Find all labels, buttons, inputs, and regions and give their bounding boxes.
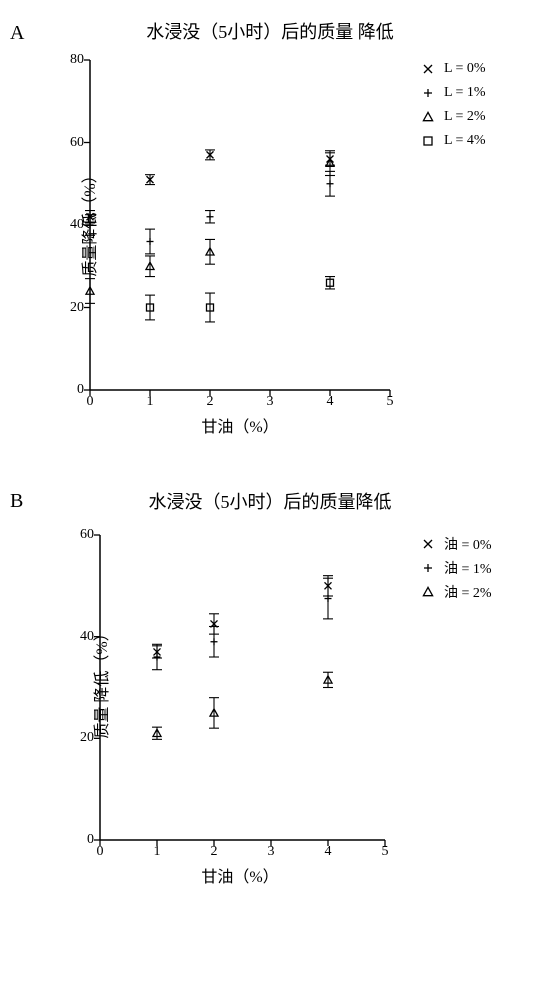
legend-item: 油 = 2% xyxy=(418,583,492,601)
data-marker-plus xyxy=(147,238,154,245)
xtick-label: 2 xyxy=(204,844,224,860)
legend-item: 油 = 1% xyxy=(418,559,492,577)
panel-a-ylabel: 质量降低（%） xyxy=(76,152,100,292)
legend-marker-x-icon xyxy=(418,62,438,76)
ytick-label: 60 xyxy=(64,527,94,543)
legend-label: L = 2% xyxy=(444,109,486,125)
legend-item: 油 = 0% xyxy=(418,535,492,553)
xtick-label: 0 xyxy=(80,394,100,410)
xtick-label: 2 xyxy=(200,394,220,410)
data-marker-plus xyxy=(207,213,214,220)
xtick-label: 4 xyxy=(320,394,340,410)
panel-a-svg xyxy=(90,60,390,390)
panel-b-ylabel: 质量 降低（%） xyxy=(88,607,112,757)
legend-item: L = 1% xyxy=(418,84,486,102)
xtick-label: 1 xyxy=(147,844,167,860)
legend-item: L = 4% xyxy=(418,132,486,150)
panel-b-xlabel: 甘油（%） xyxy=(180,863,300,887)
legend-marker-square-icon xyxy=(418,134,438,148)
panel-b-chart: 0204060012345 xyxy=(100,535,385,840)
ytick-label: 20 xyxy=(54,300,84,316)
panel-a-chart: 020406080012345 xyxy=(90,60,390,390)
panel-b-title: 水浸没（5小时）后的质量降低 xyxy=(110,488,430,514)
legend-item: L = 2% xyxy=(418,108,486,126)
xtick-label: 3 xyxy=(260,394,280,410)
legend-label: L = 0% xyxy=(444,61,486,77)
panel-a-label: A xyxy=(10,22,24,45)
panel-a-legend: L = 0% L = 1% L = 2% L = 4% xyxy=(418,60,486,156)
xtick-label: 5 xyxy=(380,394,400,410)
legend-label: L = 4% xyxy=(444,133,486,149)
figure-page: A 水浸没（5小时）后的质量 降低 020406080012345 质量降低（%… xyxy=(0,0,539,1000)
error-bar xyxy=(205,239,215,264)
error-bar xyxy=(145,256,155,277)
xtick-label: 4 xyxy=(318,844,338,860)
xtick-label: 0 xyxy=(90,844,110,860)
xtick-label: 1 xyxy=(140,394,160,410)
legend-marker-plus-icon xyxy=(418,86,438,100)
panel-b-svg xyxy=(100,535,385,840)
legend-label: 油 = 0% xyxy=(444,534,492,554)
panel-a-title: 水浸没（5小时）后的质量 降低 xyxy=(110,18,430,44)
panel-b-label: B xyxy=(10,490,23,513)
legend-label: 油 = 1% xyxy=(444,558,492,578)
legend-marker-triangle-icon xyxy=(418,585,438,599)
xtick-label: 5 xyxy=(375,844,395,860)
legend-label: 油 = 2% xyxy=(444,582,492,602)
legend-marker-triangle-icon xyxy=(418,110,438,124)
legend-label: L = 1% xyxy=(444,85,486,101)
legend-item: L = 0% xyxy=(418,60,486,78)
legend-marker-plus-icon xyxy=(418,561,438,575)
data-marker-plus xyxy=(327,180,334,187)
panel-b-legend: 油 = 0% 油 = 1% 油 = 2% xyxy=(418,535,492,607)
legend-marker-x-icon xyxy=(418,537,438,551)
panel-a-xlabel: 甘油（%） xyxy=(170,413,310,437)
xtick-label: 3 xyxy=(261,844,281,860)
data-marker-plus xyxy=(211,638,218,645)
ytick-label: 80 xyxy=(54,52,84,68)
ytick-label: 60 xyxy=(54,135,84,151)
error-bar xyxy=(209,698,219,729)
